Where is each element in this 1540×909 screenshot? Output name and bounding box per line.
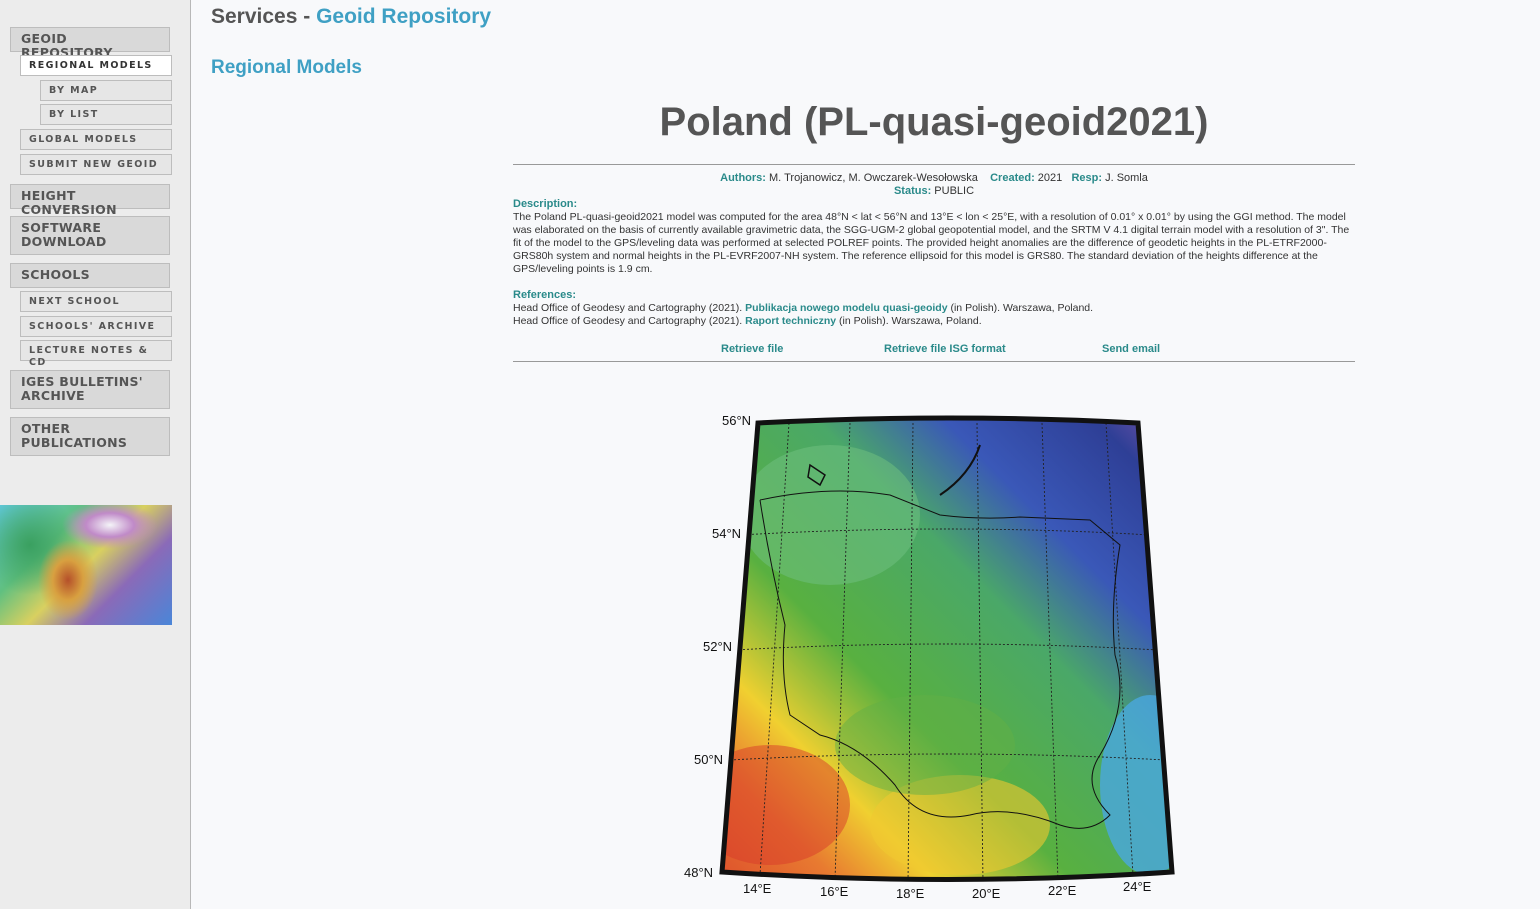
- nav-iges-bulletins-line1: IGES BULLETINS': [21, 374, 143, 389]
- page-header: Services - Geoid Repository: [211, 5, 491, 29]
- nav-schools-archive[interactable]: SCHOOLS' ARCHIVE: [20, 316, 172, 337]
- reference-2: Head Office of Geodesy and Cartography (…: [513, 315, 1355, 328]
- nav-submit-new-geoid[interactable]: SUBMIT NEW GEOID: [20, 154, 172, 175]
- ref1-link[interactable]: Publikacja nowego modelu quasi-geoidy: [745, 302, 948, 314]
- lat-56-label: 56°N: [722, 413, 751, 428]
- lon-16-label: 16°E: [820, 884, 849, 899]
- sidebar: GEOID REPOSITORY REGIONAL MODELS BY MAP …: [0, 0, 191, 909]
- lon-14-label: 14°E: [743, 881, 772, 896]
- references-section: References: Head Office of Geodesy and C…: [513, 289, 1355, 328]
- nav-by-map[interactable]: BY MAP: [40, 80, 172, 101]
- lat-50-label: 50°N: [694, 752, 723, 767]
- nav-other-publications-line2: PUBLICATIONS: [21, 435, 128, 450]
- nav-other-publications[interactable]: OTHER PUBLICATIONS: [10, 417, 170, 456]
- nav-by-list[interactable]: BY LIST: [40, 104, 172, 125]
- description-label: Description:: [513, 198, 578, 210]
- lat-54-label: 54°N: [712, 526, 741, 541]
- resp-label: Resp:: [1071, 172, 1103, 184]
- ref2-pre: Head Office of Geodesy and Cartography (…: [513, 315, 746, 327]
- created-value: 2021: [1037, 172, 1063, 184]
- retrieve-file-link[interactable]: Retrieve file: [721, 343, 784, 355]
- nav-iges-bulletins[interactable]: IGES BULLETINS' ARCHIVE: [10, 370, 170, 409]
- resp-value: J. Somla: [1105, 172, 1148, 184]
- section-title: Regional Models: [211, 57, 362, 78]
- references-label: References:: [513, 289, 576, 301]
- ref1-pre: Head Office of Geodesy and Cartography (…: [513, 302, 746, 314]
- nav-iges-bulletins-line2: ARCHIVE: [21, 388, 85, 403]
- created-label: Created:: [990, 172, 1035, 184]
- nav-height-conversion[interactable]: HEIGHT CONVERSION: [10, 184, 170, 217]
- lon-22-label: 22°E: [1048, 883, 1077, 898]
- status-value: PUBLIC: [934, 185, 975, 197]
- model-meta: Authors: M. Trojanowicz, M. Owczarek-Wes…: [513, 172, 1355, 184]
- nav-regional-models[interactable]: REGIONAL MODELS: [20, 55, 172, 76]
- nav-lecture-notes[interactable]: LECTURE NOTES & CD: [20, 340, 172, 368]
- nav-schools[interactable]: SCHOOLS: [10, 263, 170, 288]
- nav-next-school[interactable]: NEXT SCHOOL: [20, 291, 172, 312]
- geoid-map: 56°N 54°N 52°N 50°N 48°N 14°E 16°E 18°E …: [684, 413, 1175, 901]
- ref2-post: (in Polish). Warszawa, Poland.: [836, 315, 982, 327]
- geoid-relief-image: [0, 505, 172, 625]
- description-section: Description: The Poland PL-quasi-geoid20…: [513, 198, 1355, 276]
- ref1-post: (in Polish). Warszawa, Poland.: [947, 302, 1094, 314]
- divider-bottom: [513, 361, 1355, 362]
- status-label: Status:: [893, 185, 932, 197]
- lat-52-label: 52°N: [703, 639, 732, 654]
- nav-software-download-line1: SOFTWARE: [21, 220, 102, 235]
- lon-20-label: 20°E: [972, 886, 1001, 901]
- nav-geoid-repository[interactable]: GEOID REPOSITORY: [10, 27, 170, 60]
- nav-software-download-line2: DOWNLOAD: [21, 234, 107, 249]
- lat-48-label: 48°N: [684, 865, 713, 880]
- retrieve-isg-link[interactable]: Retrieve file ISG format: [884, 343, 1006, 355]
- description-text: The Poland PL-quasi-geoid2021 model was …: [513, 211, 1350, 275]
- divider-top: [513, 164, 1355, 165]
- lon-18-label: 18°E: [896, 886, 925, 901]
- reference-1: Head Office of Geodesy and Cartography (…: [513, 302, 1355, 315]
- authors-label: Authors:: [720, 172, 766, 184]
- nav-software-download[interactable]: SOFTWARE DOWNLOAD: [10, 216, 170, 255]
- send-email-link[interactable]: Send email: [1102, 343, 1161, 355]
- authors-value: M. Trojanowicz, M. Owczarek-Wesołowska: [769, 172, 978, 184]
- header-geoid-repository-link[interactable]: Geoid Repository: [316, 5, 492, 28]
- header-services: Services -: [211, 5, 317, 28]
- nav-other-publications-line1: OTHER: [21, 421, 71, 436]
- model-title: Poland (PL-quasi-geoid2021): [659, 100, 1209, 144]
- ref2-link[interactable]: Raport techniczny: [745, 315, 837, 327]
- lon-24-label: 24°E: [1123, 879, 1152, 894]
- nav-global-models[interactable]: GLOBAL MODELS: [20, 129, 172, 150]
- model-status: Status: PUBLIC: [513, 185, 1355, 197]
